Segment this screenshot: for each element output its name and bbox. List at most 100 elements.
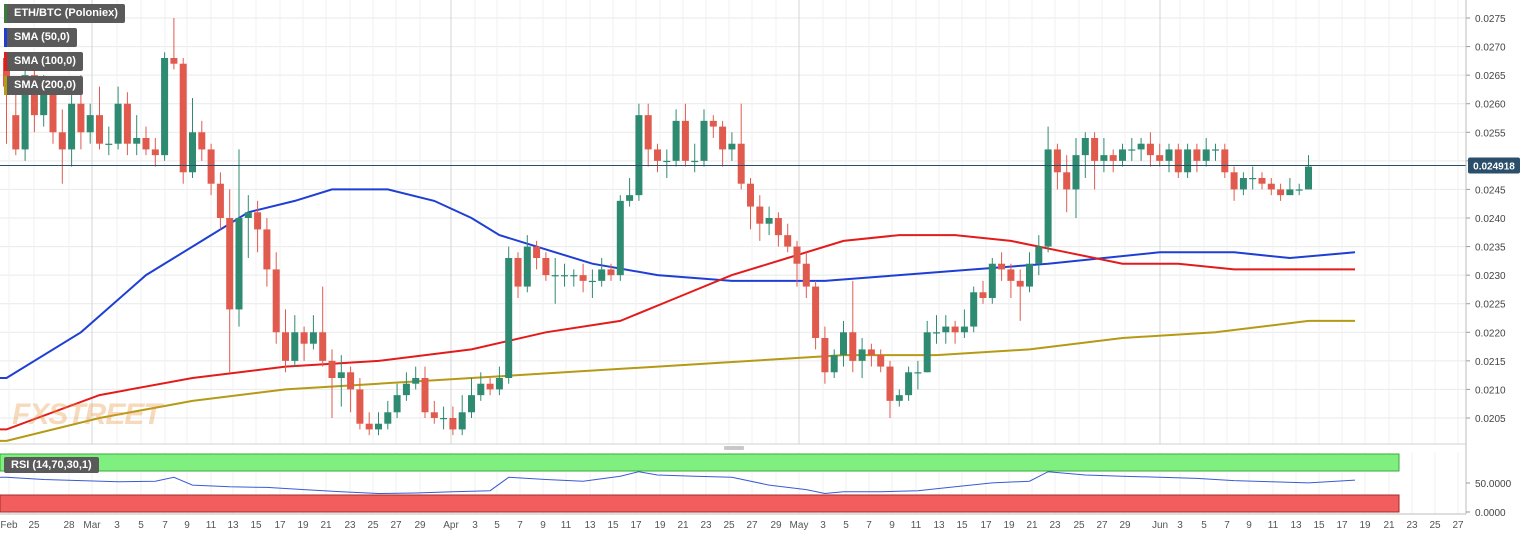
candle-body	[895, 395, 903, 401]
y-tick-label: 0.0260	[1475, 100, 1506, 111]
x-tick-label: 9	[184, 520, 190, 531]
candle	[970, 286, 978, 333]
candle	[700, 109, 708, 167]
candle-body	[849, 332, 857, 361]
candle	[1165, 143, 1173, 173]
axes: 0.02750.02700.02650.02600.02550.02500.02…	[0, 0, 1520, 531]
candle-body	[151, 149, 159, 156]
candle	[68, 92, 76, 167]
candle	[291, 315, 299, 367]
candle-body	[1109, 155, 1117, 161]
candle-body	[300, 332, 308, 344]
candle	[1128, 138, 1136, 161]
candle	[495, 366, 503, 396]
candle-body	[319, 332, 327, 361]
candle-body	[747, 183, 754, 207]
y-tick-label: 0.0240	[1475, 214, 1506, 225]
candle	[691, 143, 699, 173]
candle	[1174, 143, 1182, 178]
candle	[635, 103, 643, 201]
legend-sma200[interactable]: SMA (200,0)	[4, 76, 83, 95]
x-tick-label: Apr	[443, 520, 459, 531]
candle	[774, 212, 782, 247]
candle-body	[12, 115, 20, 150]
legend-rsi[interactable]: RSI (14,70,30,1)	[4, 457, 99, 473]
candle-body	[384, 412, 392, 424]
candle-body	[784, 235, 792, 247]
candle	[1026, 252, 1033, 293]
rsi-oversold-zone	[0, 494, 1400, 513]
x-tick-label: 25	[1429, 520, 1441, 531]
candle-body	[254, 212, 262, 230]
x-tick-label: Feb	[0, 520, 18, 531]
candle	[440, 406, 448, 430]
candle-body	[449, 418, 457, 430]
candle	[486, 378, 494, 396]
x-tick-label: Mar	[83, 520, 101, 531]
candle-body	[1137, 143, 1145, 150]
candle-body	[812, 286, 820, 338]
candle	[1063, 155, 1071, 213]
candle	[207, 143, 215, 196]
candle-body	[477, 383, 485, 396]
candle-body	[1156, 155, 1164, 161]
candle	[254, 200, 262, 253]
candle	[1286, 178, 1294, 196]
rsi-panel	[0, 453, 1400, 513]
candle	[514, 252, 522, 298]
y-tick-label: 0.0235	[1475, 243, 1506, 254]
candle	[1156, 143, 1164, 167]
candle	[812, 280, 820, 350]
candle-body	[1202, 149, 1210, 161]
candle-body	[86, 115, 94, 133]
candle-body	[68, 103, 76, 150]
legend-sma50[interactable]: SMA (50,0)	[4, 28, 77, 47]
x-tick-label: 17	[630, 520, 642, 531]
candle-body	[309, 332, 317, 344]
candle	[1081, 132, 1089, 178]
candle-body	[1119, 149, 1126, 161]
fxstreet-watermark: FXSTREET	[12, 398, 162, 431]
candle	[114, 86, 122, 150]
x-tick-label: 9	[540, 520, 546, 531]
legend-sma100-label: SMA (100,0)	[14, 55, 76, 67]
candle-body	[951, 326, 959, 333]
candle	[663, 149, 671, 178]
candle-body	[1184, 149, 1192, 173]
x-tick-label: 17	[274, 520, 286, 531]
candle	[747, 178, 754, 230]
x-tick-label: 23	[1406, 520, 1418, 531]
candle	[561, 263, 568, 287]
candle-body	[440, 418, 448, 420]
sma-100-line	[0, 234, 1355, 431]
candle-body	[1277, 189, 1285, 196]
legend-pair[interactable]: ETH/BTC (Poloniex)	[4, 4, 125, 23]
legend-rsi-label: RSI (14,70,30,1)	[11, 459, 92, 471]
x-tick-label: 15	[1313, 520, 1325, 531]
candle-body	[1174, 149, 1182, 173]
candle	[133, 115, 141, 156]
candle	[1137, 138, 1145, 161]
candle	[328, 349, 336, 418]
candle	[300, 326, 308, 361]
x-tick-label: 5	[843, 520, 849, 531]
x-tick-label: 25	[367, 520, 379, 531]
candle	[21, 58, 29, 161]
x-tick-label: 15	[607, 520, 619, 531]
x-tick-label: 19	[654, 520, 666, 531]
candle-body	[654, 149, 661, 161]
candles	[0, 18, 1466, 436]
candle-body	[626, 195, 634, 201]
x-tick-label: 19	[1003, 520, 1015, 531]
y-tick-label: 0.0245	[1475, 185, 1506, 196]
candle	[1044, 126, 1052, 253]
candle	[235, 149, 243, 327]
candle	[216, 172, 224, 230]
candle-body	[123, 103, 131, 144]
candle-body	[802, 263, 810, 287]
candle	[151, 138, 159, 167]
legend-sma100[interactable]: SMA (100,0)	[4, 52, 83, 71]
x-tick-label: 29	[1119, 520, 1131, 531]
sma200-swatch	[4, 76, 7, 95]
